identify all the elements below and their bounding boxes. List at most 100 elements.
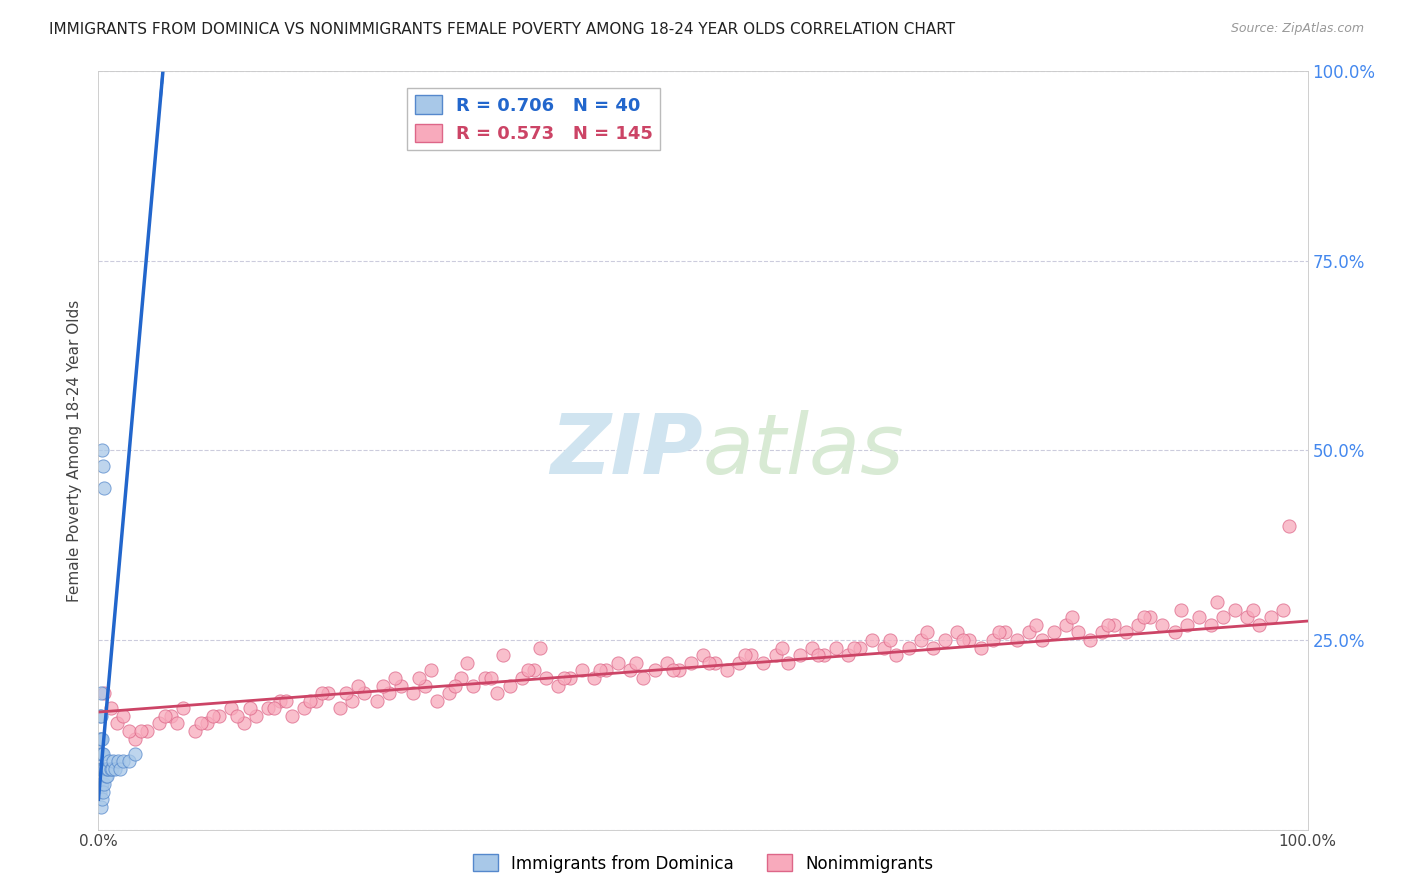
Point bbox=[589, 664, 612, 678]
Point bbox=[91, 792, 114, 806]
Point bbox=[789, 648, 811, 662]
Point bbox=[91, 443, 114, 458]
Point bbox=[1133, 610, 1156, 624]
Point bbox=[232, 716, 254, 731]
Point bbox=[957, 633, 980, 648]
Point bbox=[118, 724, 141, 739]
Point bbox=[595, 664, 617, 678]
Point bbox=[1078, 633, 1101, 648]
Point bbox=[111, 755, 134, 769]
Point bbox=[571, 664, 593, 678]
Point bbox=[1054, 617, 1077, 632]
Point bbox=[111, 708, 134, 723]
Point bbox=[921, 640, 943, 655]
Point bbox=[366, 694, 388, 708]
Point bbox=[910, 633, 932, 648]
Point bbox=[335, 686, 357, 700]
Point bbox=[897, 640, 920, 655]
Legend: R = 0.706   N = 40, R = 0.573   N = 145: R = 0.706 N = 40, R = 0.573 N = 145 bbox=[408, 88, 661, 150]
Point bbox=[1278, 519, 1301, 533]
Point bbox=[93, 482, 115, 496]
Point bbox=[89, 731, 111, 746]
Point bbox=[734, 648, 756, 662]
Point bbox=[1223, 603, 1246, 617]
Point bbox=[91, 762, 114, 776]
Point bbox=[860, 633, 883, 648]
Point bbox=[1031, 633, 1053, 648]
Point bbox=[946, 625, 969, 640]
Point bbox=[740, 648, 762, 662]
Point bbox=[160, 708, 183, 723]
Point bbox=[342, 694, 364, 708]
Point bbox=[873, 640, 896, 655]
Point bbox=[353, 686, 375, 700]
Point bbox=[316, 686, 339, 700]
Point bbox=[1188, 610, 1211, 624]
Point bbox=[89, 785, 111, 799]
Point bbox=[104, 762, 127, 776]
Point bbox=[118, 755, 141, 769]
Point bbox=[770, 640, 793, 655]
Point bbox=[269, 694, 291, 708]
Point bbox=[221, 701, 243, 715]
Point bbox=[135, 724, 157, 739]
Point bbox=[553, 671, 575, 685]
Point bbox=[1115, 625, 1137, 640]
Point bbox=[697, 656, 720, 670]
Legend: Immigrants from Dominica, Nonimmigrants: Immigrants from Dominica, Nonimmigrants bbox=[465, 847, 941, 880]
Point bbox=[1097, 617, 1119, 632]
Point bbox=[107, 755, 129, 769]
Point bbox=[384, 671, 406, 685]
Point bbox=[124, 731, 146, 746]
Point bbox=[93, 686, 115, 700]
Point bbox=[558, 671, 581, 685]
Point bbox=[481, 671, 503, 685]
Point bbox=[1007, 633, 1029, 648]
Point bbox=[644, 664, 666, 678]
Point bbox=[89, 708, 111, 723]
Point bbox=[420, 664, 443, 678]
Point bbox=[1139, 610, 1161, 624]
Point bbox=[1272, 603, 1295, 617]
Point bbox=[988, 625, 1011, 640]
Point bbox=[91, 747, 114, 761]
Point bbox=[1018, 625, 1040, 640]
Point bbox=[492, 648, 515, 662]
Point bbox=[377, 686, 399, 700]
Point bbox=[426, 694, 449, 708]
Point bbox=[90, 777, 112, 791]
Point bbox=[437, 686, 460, 700]
Point bbox=[529, 640, 551, 655]
Point bbox=[90, 708, 112, 723]
Point bbox=[100, 762, 122, 776]
Point bbox=[679, 656, 702, 670]
Point bbox=[97, 762, 120, 776]
Point bbox=[100, 762, 122, 776]
Point bbox=[124, 747, 146, 761]
Point bbox=[148, 716, 170, 731]
Point bbox=[498, 678, 520, 692]
Point bbox=[96, 762, 118, 776]
Text: Source: ZipAtlas.com: Source: ZipAtlas.com bbox=[1230, 22, 1364, 36]
Point bbox=[510, 671, 533, 685]
Point bbox=[166, 716, 188, 731]
Point bbox=[952, 633, 974, 648]
Point bbox=[837, 648, 859, 662]
Point bbox=[91, 762, 114, 776]
Point bbox=[1241, 603, 1264, 617]
Point bbox=[91, 785, 114, 799]
Point bbox=[91, 458, 114, 473]
Point bbox=[1206, 595, 1229, 609]
Point bbox=[226, 708, 249, 723]
Point bbox=[245, 708, 267, 723]
Point bbox=[619, 664, 641, 678]
Point bbox=[844, 640, 866, 655]
Point bbox=[661, 664, 683, 678]
Point bbox=[1199, 617, 1222, 632]
Point bbox=[934, 633, 956, 648]
Point bbox=[389, 678, 412, 692]
Point bbox=[347, 678, 370, 692]
Point bbox=[807, 648, 830, 662]
Point bbox=[607, 656, 630, 670]
Point bbox=[91, 747, 114, 761]
